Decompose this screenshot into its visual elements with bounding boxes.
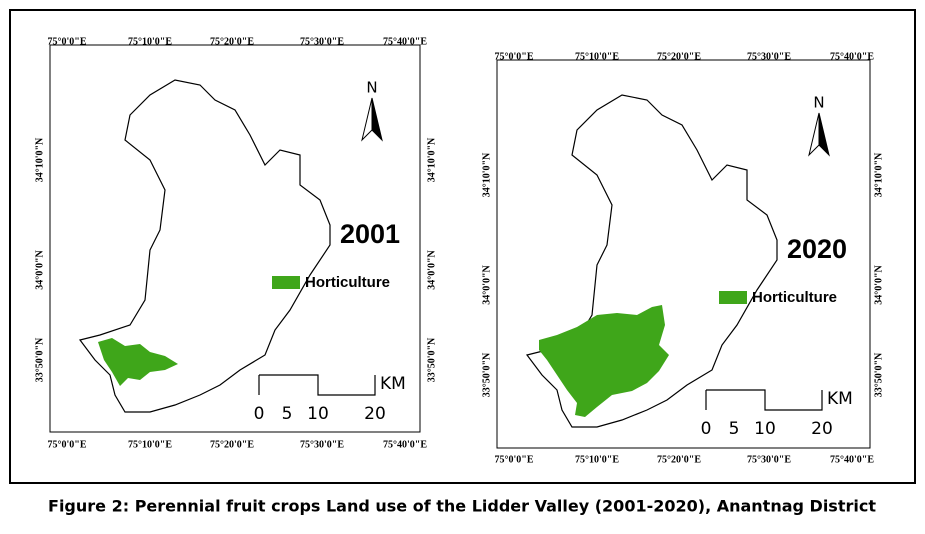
left-coord-label: 33°50'0"N [481,352,492,397]
bottom-coord-label: 75°0'0"E [48,439,87,450]
legend-label: Horticulture [752,289,837,306]
top-coord-label: 75°30'0"E [300,36,344,47]
scale-label: 10 [307,404,329,424]
scale-label: 20 [364,404,386,424]
map-year: 2020 [787,234,847,264]
left-coord-label: 34°10'0"N [481,152,492,197]
legend-label: Horticulture [305,274,390,291]
scale-label: 0 [254,404,265,424]
caption: Figure 2: Perennial fruit crops Land use… [48,497,876,516]
right-coord-label: 34°10'0"N [426,137,437,182]
scale-unit: KM [380,374,406,394]
scale-bar [258,374,376,396]
bottom-coord-label: 75°20'0"E [657,454,701,465]
bottom-coord-label: 75°10'0"E [128,439,172,450]
right-coord-label: 34°0'0"N [426,249,437,289]
top-coord-label: 75°0'0"E [495,51,534,62]
bottom-coord-label: 75°40'0"E [383,439,427,450]
bottom-coord-label: 75°10'0"E [575,454,619,465]
top-coord-label: 75°40'0"E [383,36,427,47]
scale-label: 0 [701,419,712,439]
map-2020: 75°0'0"E 75°10'0"E 75°20'0"E 75°30'0"E 75°40… [481,51,884,465]
bottom-coord-label: 75°40'0"E [830,454,874,465]
bottom-coord-label: 75°20'0"E [210,439,254,450]
top-coord-label: 75°30'0"E [747,51,791,62]
scale-label: 20 [811,419,833,439]
horticulture-area [539,305,669,417]
left-coord-label: 34°0'0"N [34,249,45,289]
scale-unit: KM [827,389,853,409]
top-coord-label: 75°0'0"E [48,36,87,47]
bottom-coord-label: 75°0'0"E [495,454,534,465]
scale-bar [705,389,823,411]
scale-label: 5 [729,419,740,439]
right-coord-label: 33°50'0"N [426,337,437,382]
map-frame [49,44,421,433]
bottom-coord-label: 75°30'0"E [747,454,791,465]
bottom-coord-label: 75°30'0"E [300,439,344,450]
map-year: 2001 [340,219,400,249]
left-coord-label: 34°0'0"N [481,264,492,304]
map-2001: 75°0'0"E 75°10'0"E 75°20'0"E 75°30'0"E 75°40… [34,36,437,450]
right-coord-label: 34°10'0"N [873,152,884,197]
scale-label: 5 [282,404,293,424]
top-coord-label: 75°20'0"E [210,36,254,47]
top-coord-label: 75°10'0"E [128,36,172,47]
top-coord-label: 75°40'0"E [830,51,874,62]
map-frame [496,59,871,449]
north-label: N [366,79,377,97]
top-coord-label: 75°10'0"E [575,51,619,62]
top-coord-label: 75°20'0"E [657,51,701,62]
north-label: N [813,94,824,112]
north-arrow-fill [371,97,383,142]
legend-swatch [272,276,300,289]
legend-swatch [719,291,747,304]
north-arrow-fill [818,112,830,157]
scale-label: 10 [754,419,776,439]
right-coord-label: 34°0'0"N [873,264,884,304]
left-coord-label: 34°10'0"N [34,137,45,182]
left-coord-label: 33°50'0"N [34,337,45,382]
horticulture-area [98,338,178,386]
right-coord-label: 33°50'0"N [873,352,884,397]
